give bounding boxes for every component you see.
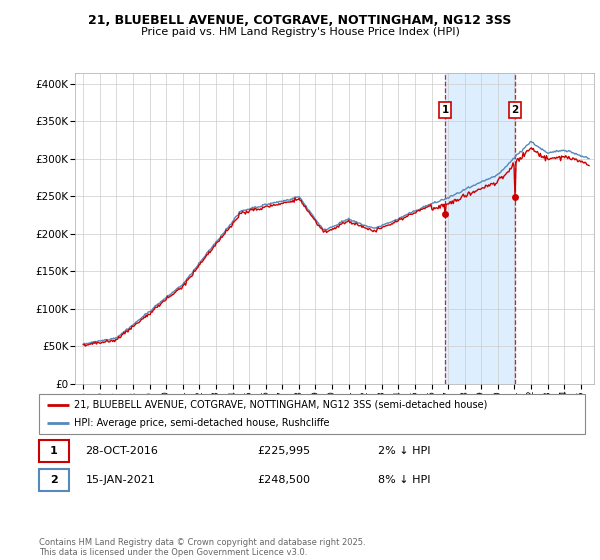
Text: 1: 1 — [50, 446, 58, 456]
Text: Contains HM Land Registry data © Crown copyright and database right 2025.
This d: Contains HM Land Registry data © Crown c… — [39, 538, 365, 557]
FancyBboxPatch shape — [39, 440, 69, 462]
Text: £225,995: £225,995 — [257, 446, 311, 456]
Text: Price paid vs. HM Land Registry's House Price Index (HPI): Price paid vs. HM Land Registry's House … — [140, 27, 460, 37]
Text: 15-JAN-2021: 15-JAN-2021 — [85, 475, 155, 485]
Text: 2: 2 — [50, 475, 58, 485]
Text: 28-OCT-2016: 28-OCT-2016 — [85, 446, 158, 456]
Bar — [445, 73, 515, 384]
Text: 1: 1 — [442, 105, 449, 115]
Text: 8% ↓ HPI: 8% ↓ HPI — [377, 475, 430, 485]
Text: £248,500: £248,500 — [257, 475, 310, 485]
Text: 2% ↓ HPI: 2% ↓ HPI — [377, 446, 430, 456]
FancyBboxPatch shape — [39, 469, 69, 491]
Text: 21, BLUEBELL AVENUE, COTGRAVE, NOTTINGHAM, NG12 3SS: 21, BLUEBELL AVENUE, COTGRAVE, NOTTINGHA… — [88, 14, 512, 27]
Text: HPI: Average price, semi-detached house, Rushcliffe: HPI: Average price, semi-detached house,… — [74, 418, 330, 428]
Text: 2: 2 — [511, 105, 518, 115]
Text: 21, BLUEBELL AVENUE, COTGRAVE, NOTTINGHAM, NG12 3SS (semi-detached house): 21, BLUEBELL AVENUE, COTGRAVE, NOTTINGHA… — [74, 400, 488, 409]
